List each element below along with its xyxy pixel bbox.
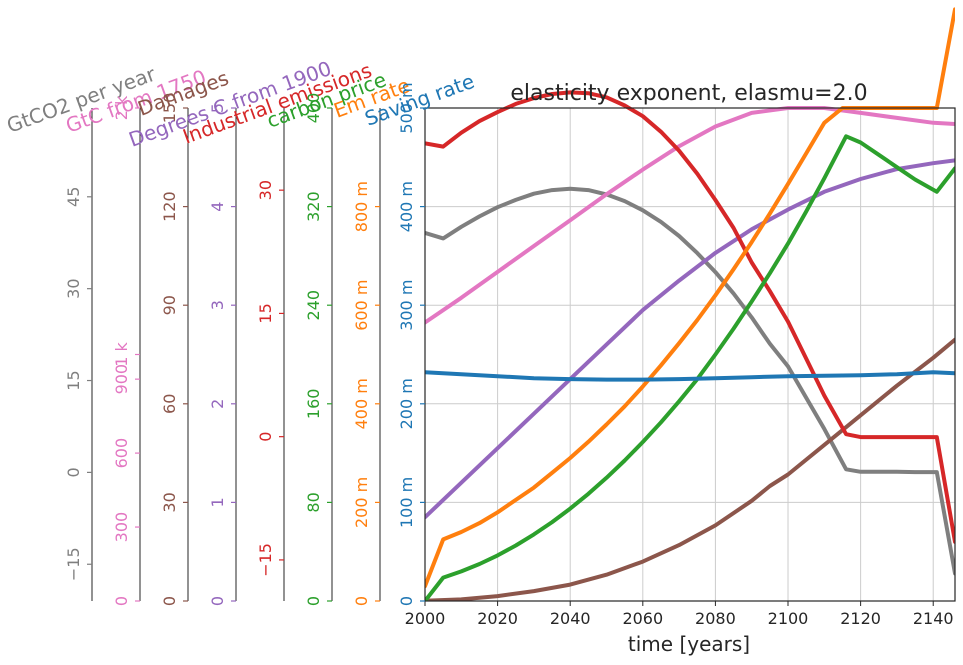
y-tick-label-co2: 30 [64, 278, 83, 298]
y-tick-label-industrial: 15 [256, 303, 275, 323]
y-tick-label-saving: 500 m [397, 82, 416, 133]
chart-title: elasticity exponent, elasmu=2.0 [510, 81, 867, 106]
y-tick-label-saving: 400 m [397, 181, 416, 232]
x-tick-label: 2140 [913, 609, 954, 628]
y-tick-label-industrial: 30 [256, 180, 275, 200]
y-tick-label-degrees: 1 [208, 497, 227, 507]
y-tick-label-co2: 0 [64, 467, 83, 477]
x-tick-label: 2120 [840, 609, 881, 628]
x-tick-label: 2060 [622, 609, 663, 628]
series-line-industrial [425, 90, 955, 544]
y-tick-label-gtc: 300 [112, 512, 131, 543]
y-tick-label-saving: 200 m [397, 378, 416, 429]
y-tick-label-industrial: 0 [256, 432, 275, 442]
series-line-saving [425, 370, 955, 382]
y-tick-label-em: 400 m [352, 378, 371, 429]
y-tick-label-industrial: −15 [256, 543, 275, 577]
series-line-degrees [425, 158, 955, 520]
x-tick-label: 2040 [550, 609, 591, 628]
y-tick-label-gtc: 1 k [112, 342, 131, 367]
y-tick-label-saving: 300 m [397, 280, 416, 331]
y-tick-label-em: 600 m [352, 280, 371, 331]
x-tick-label: 2020 [477, 609, 518, 628]
y-tick-label-degrees: 0 [208, 596, 227, 606]
y-tick-label-co2: 15 [64, 370, 83, 390]
series-line-damages [425, 337, 955, 601]
x-tick-label: 2000 [405, 609, 446, 628]
y-tick-label-damages: 90 [160, 295, 179, 315]
y-tick-label-degrees: 5 [208, 103, 227, 113]
y-tick-label-em: 200 m [352, 477, 371, 528]
y-tick-label-gtc: 0 [112, 596, 131, 606]
series-line-gtc [425, 106, 955, 325]
y-tick-label-gtc: 900 [112, 364, 131, 395]
y-tick-label-damages: 150 [160, 93, 179, 124]
y-tick-label-degrees: 2 [208, 399, 227, 409]
y-tick-label-degrees: 4 [208, 202, 227, 212]
x-axis-label: time [years] [628, 632, 750, 656]
y-tick-label-carbon: 160 [304, 389, 323, 420]
x-tick-label: 2080 [695, 609, 736, 628]
y-tick-label-saving: 0 [397, 596, 416, 606]
y-tick-label-carbon: 0 [304, 596, 323, 606]
y-tick-label-co2: −15 [64, 547, 83, 581]
series-line-carbon [425, 134, 955, 601]
y-tick-label-damages: 0 [160, 596, 179, 606]
y-tick-label-degrees: 3 [208, 300, 227, 310]
y-tick-label-carbon: 320 [304, 191, 323, 222]
y-tick-label-damages: 30 [160, 492, 179, 512]
y-tick-label-gtc: 600 [112, 438, 131, 469]
series-line-co2 [425, 186, 955, 576]
y-tick-label-carbon: 400 [304, 93, 323, 124]
plot-area [425, 108, 955, 601]
y-tick-label-co2: 45 [64, 187, 83, 207]
y-tick-label-carbon: 240 [304, 290, 323, 321]
y-tick-label-gtc: 2 k [112, 95, 131, 120]
y-tick-label-em: 800 m [352, 181, 371, 232]
x-tick-label: 2100 [768, 609, 809, 628]
series-layer [425, 7, 955, 601]
y-tick-label-damages: 60 [160, 394, 179, 414]
y-tick-label-saving: 100 m [397, 477, 416, 528]
y-tick-label-carbon: 80 [304, 492, 323, 512]
y-tick-label-em: 0 [352, 596, 371, 606]
x-axis: 2000 2020 2040 2060 2080 2100 2120 2140 [405, 601, 954, 628]
y-tick-label-damages: 120 [160, 191, 179, 222]
